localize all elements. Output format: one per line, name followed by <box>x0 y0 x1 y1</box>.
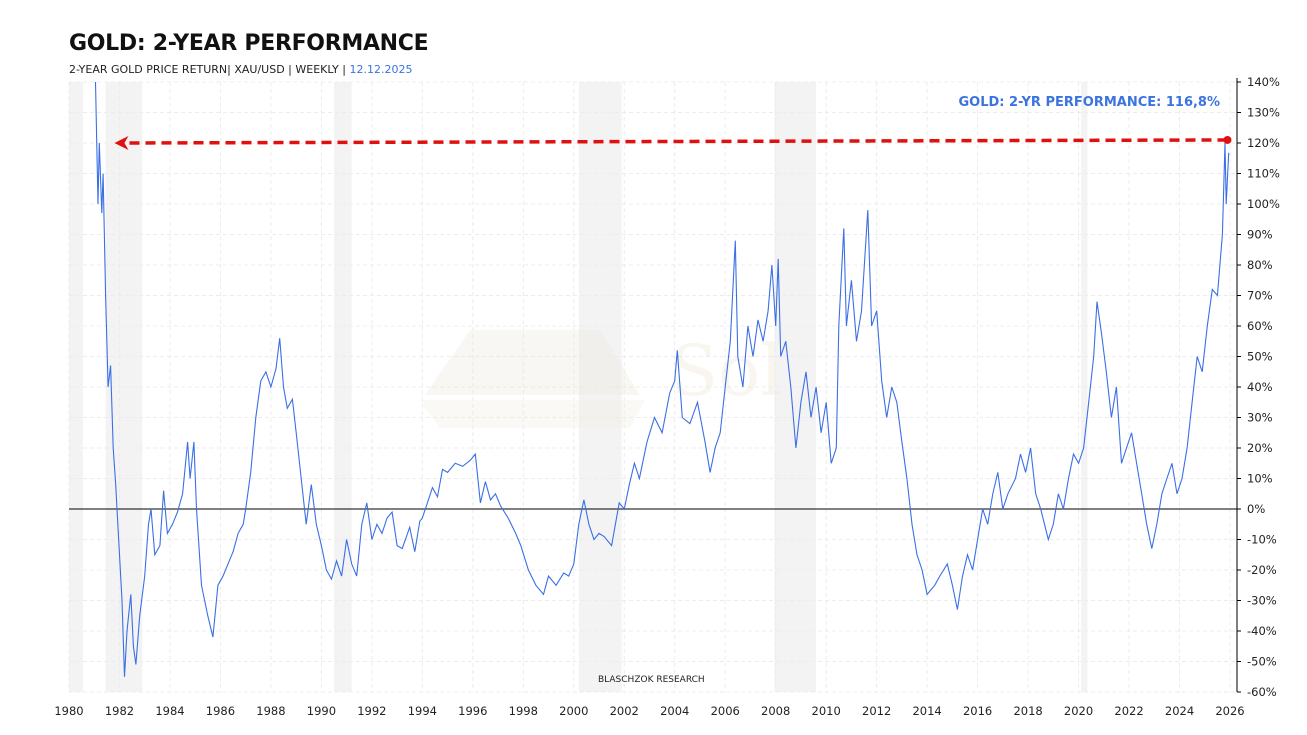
y-tick-label: 40% <box>1247 380 1273 394</box>
x-tick-label: 2012 <box>862 704 891 718</box>
arrow-head-icon <box>114 136 129 150</box>
x-tick-label: 2014 <box>912 704 941 718</box>
chart-subtitle: 2-YEAR GOLD PRICE RETURN| XAU/USD | WEEK… <box>69 63 412 76</box>
y-tick-label: 10% <box>1247 472 1273 486</box>
x-tick-label: 2004 <box>660 704 689 718</box>
subtitle-date: 12.12.2025 <box>349 63 413 76</box>
y-tick-label: 140% <box>1247 75 1280 89</box>
x-tick-label: 2022 <box>1114 704 1143 718</box>
y-tick-label: 110% <box>1247 167 1280 181</box>
y-tick-label: 20% <box>1247 441 1273 455</box>
arrow-start-dot <box>1223 135 1232 144</box>
x-tick-label: 2024 <box>1165 704 1194 718</box>
x-tick-label: 1992 <box>357 704 386 718</box>
y-tick-label: 90% <box>1247 228 1273 242</box>
y-axis: 140% 130% 120% 110% 100% 90% 80% 70% 60% 50% 40% 30… <box>1237 75 1280 699</box>
x-tick-label: 2026 <box>1215 704 1244 718</box>
y-tick-label: 130% <box>1247 106 1280 120</box>
y-tick-label: 50% <box>1247 350 1273 364</box>
y-tick-label: -20% <box>1247 563 1277 577</box>
y-tick-label: 70% <box>1247 289 1273 303</box>
x-tick-label: 1980 <box>54 704 83 718</box>
grid <box>68 81 1237 693</box>
x-tick-label: 1986 <box>206 704 235 718</box>
y-tick-label: 60% <box>1247 319 1273 333</box>
x-tick-label: 2010 <box>812 704 841 718</box>
watermark-text: BLASCHZOK RESEARCH <box>598 675 705 685</box>
y-tick-label: 80% <box>1247 258 1273 272</box>
x-tick-label: 1982 <box>105 704 134 718</box>
series-line-gold <box>94 81 1230 677</box>
svg-text:Sol: Sol <box>670 330 783 412</box>
shaded-period <box>578 82 622 692</box>
y-tick-label: 30% <box>1247 411 1273 425</box>
y-tick-label: 100% <box>1247 197 1280 211</box>
x-axis: 1980 1982 1984 1986 1988 1990 1992 1994 1996 1998… <box>54 704 1244 718</box>
y-tick-label: -50% <box>1247 655 1277 669</box>
x-tick-label: 2020 <box>1064 704 1093 718</box>
y-tick-label: -10% <box>1247 533 1277 547</box>
y-tick-label: 0% <box>1247 502 1265 516</box>
performance-annotation: GOLD: 2-YR PERFORMANCE: 116,8% <box>958 95 1220 110</box>
reference-arrow <box>114 135 1232 150</box>
x-tick-label: 2016 <box>963 704 992 718</box>
x-tick-label: 2002 <box>610 704 639 718</box>
arrow-dashed-line <box>124 138 1228 145</box>
x-tick-label: 1984 <box>155 704 184 718</box>
logo-watermark: Sol <box>420 330 783 428</box>
y-tick-label: 120% <box>1247 136 1280 150</box>
x-tick-label: 2006 <box>711 704 740 718</box>
x-tick-label: 2000 <box>559 704 588 718</box>
x-tick-label: 1988 <box>256 704 285 718</box>
shaded-period <box>774 82 817 692</box>
x-tick-label: 1996 <box>458 704 487 718</box>
y-tick-label: -30% <box>1247 594 1277 608</box>
subtitle-main: 2-YEAR GOLD PRICE RETURN| XAU/USD | WEEK… <box>69 63 350 76</box>
y-tick-label: -60% <box>1247 685 1277 699</box>
x-tick-label: 1990 <box>307 704 336 718</box>
chart-title: GOLD: 2-YEAR PERFORMANCE <box>69 31 429 56</box>
y-tick-label: -40% <box>1247 624 1277 638</box>
x-tick-label: 2018 <box>1013 704 1042 718</box>
x-tick-label: 2008 <box>761 704 790 718</box>
x-tick-label: 1994 <box>408 704 437 718</box>
x-tick-label: 1998 <box>509 704 538 718</box>
